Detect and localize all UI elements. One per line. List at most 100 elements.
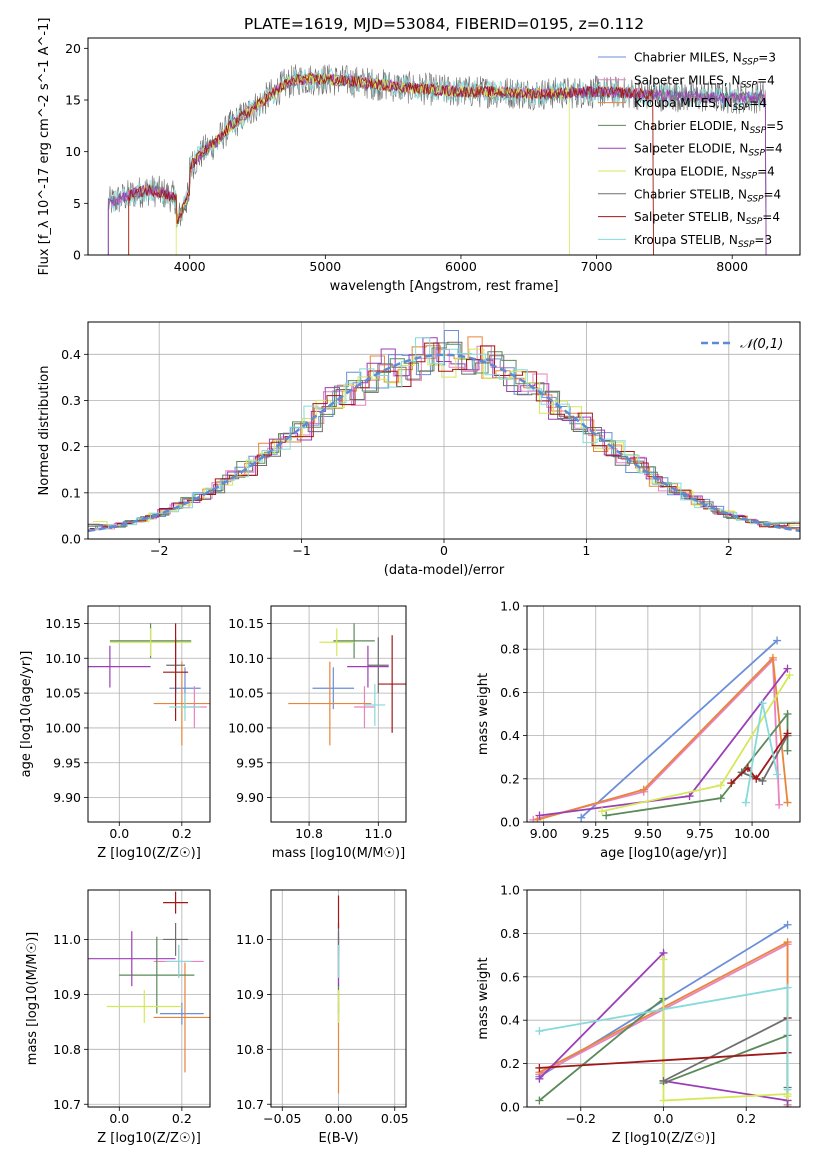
axes-frame: 4000 5000 6000 7000 8000 0 5 10 15 20 wavelength […	[37, 18, 801, 294]
x-tick-label: −1	[292, 543, 310, 558]
y-tick-label: 10.7	[236, 1097, 264, 1112]
x-tick-label: 7000	[581, 259, 613, 274]
x-tick-label: 1	[582, 543, 590, 558]
y-tick-label: 0.2	[61, 439, 81, 454]
y-tick-label: 9.90	[53, 790, 81, 805]
axes-box	[87, 889, 211, 1108]
x-axis-label: Z [log10(Z/Z☉)]	[612, 1131, 716, 1146]
panel-residuals: −2 −1 0 1 2 0.0 0.1 0.2 0.3 0.4 (data-model)/error…	[37, 321, 801, 578]
series-marker	[758, 699, 767, 708]
series-marker	[659, 955, 668, 964]
y-tick-label: 10.05	[228, 686, 264, 701]
x-axis-label: Z [log10(Z/Z☉)]	[97, 846, 201, 861]
y-tick-label: 0.6	[500, 969, 520, 984]
x-tick-label: −2	[150, 543, 168, 558]
series-marker	[659, 1076, 668, 1085]
errorbar-point	[319, 628, 355, 657]
series-marker	[783, 746, 792, 755]
y-tick-label: 10.9	[53, 987, 81, 1002]
series-marker	[783, 920, 792, 929]
series-line-salpeter-miles	[533, 657, 781, 821]
y-tick-label: 0.4	[61, 347, 81, 362]
axes-frame: 10.8 11.0 9.90 9.95 10.00 10.05 10.10 10.15 mass…	[228, 605, 407, 861]
series-marker	[783, 664, 792, 673]
y-tick-label: 1.0	[500, 883, 520, 898]
errorbar-point	[378, 635, 406, 733]
y-tick-label: 0.2	[500, 1056, 520, 1071]
y-tick-label: 10.9	[236, 987, 264, 1002]
y-tick-label: 0	[73, 248, 81, 263]
series-line-chabrier-stelib	[663, 1016, 789, 1088]
y-tick-label: 0.0	[500, 1100, 520, 1115]
errorbar-point	[153, 962, 210, 1073]
panel-mass_vs_Z: 0.0 0.2 10.7 10.8 10.9 11.0 Z [log10(Z/Z☉)] mas…	[25, 889, 211, 1146]
plot-area-residuals	[88, 330, 800, 533]
legend-label: Chabrier MILES, NSSP=3	[634, 51, 776, 68]
y-axis-label: age [log10(age/yr)]	[19, 651, 34, 778]
legend-label: Salpeter ELODIE, NSSP=4	[634, 142, 783, 159]
x-tick-label: 9.00	[530, 826, 558, 841]
series-marker	[741, 798, 750, 807]
y-tick-label: 0.4	[500, 728, 520, 743]
errorbar-point	[106, 989, 182, 1023]
y-tick-label: 1.0	[500, 599, 520, 614]
series-marker	[758, 776, 767, 785]
series-marker	[535, 1074, 544, 1083]
y-tick-label: 10	[65, 144, 81, 159]
legend-label: 𝒩(0,1)	[740, 337, 783, 352]
y-axis-label: mass weight	[476, 957, 491, 1039]
errorbar-point	[119, 936, 195, 1014]
series-marker	[535, 1027, 544, 1036]
errorbar-point	[163, 623, 189, 721]
series-marker	[716, 781, 725, 790]
legend-label: Kroupa STELIB, NSSP=3	[634, 233, 772, 250]
x-tick-label: −0.05	[263, 1111, 301, 1126]
series-marker	[785, 671, 794, 680]
axes-frame: −0.2 0.0 0.2 0.0 0.2 0.4 0.6 0.8 1.0 Z [log10(Z/Z…	[476, 883, 801, 1146]
panel-spectrum: 4000 5000 6000 7000 8000 0 5 10 15 20 wavelength […	[37, 18, 801, 294]
series-marker	[783, 729, 792, 738]
y-tick-label: 9.95	[53, 755, 81, 770]
series-marker	[783, 983, 792, 992]
y-tick-label: 15	[65, 93, 81, 108]
x-tick-label: 2	[725, 543, 733, 558]
x-axis-label: age [log10(age/yr)]	[600, 846, 727, 861]
errorbar-point	[88, 645, 151, 688]
x-tick-label: 9.75	[686, 826, 714, 841]
y-tick-label: 11.0	[53, 932, 81, 947]
x-tick-label: 4000	[174, 259, 206, 274]
series-line-kroupa-elodie	[662, 959, 789, 1102]
errorbar-point	[166, 944, 192, 978]
plot-area-mass_weight_vs_age	[529, 636, 794, 822]
y-tick-label: 0.6	[500, 685, 520, 700]
y-tick-label: 10.05	[45, 686, 81, 701]
x-axis-label: (data-model)/error	[384, 563, 505, 578]
x-tick-label: 0	[440, 543, 448, 558]
series-marker	[773, 636, 782, 645]
errorbar-point	[347, 645, 389, 688]
series-line-salpeter-stelib	[730, 732, 789, 784]
histogram-salpeter-stelib	[89, 342, 800, 529]
y-tick-label: 0.0	[61, 532, 81, 547]
x-tick-label: −0.2	[566, 1111, 596, 1126]
errorbar-point	[333, 623, 375, 659]
errorbar-point	[163, 922, 189, 956]
x-tick-label: 0.0	[109, 826, 129, 841]
series-line-chabrier-miles	[580, 639, 778, 819]
errorbar-point	[163, 891, 189, 914]
errorbar-point	[109, 628, 192, 657]
legend-label: Kroupa ELODIE, NSSP=4	[634, 165, 775, 182]
x-axis-label: wavelength [Angstrom, rest frame]	[330, 279, 559, 294]
series-line-salpeter-elodie	[539, 668, 789, 817]
y-tick-label: 20	[65, 41, 81, 56]
x-tick-label: 9.25	[582, 826, 610, 841]
axes-box	[270, 605, 407, 823]
series-marker	[602, 811, 611, 820]
x-tick-label: 5000	[309, 259, 341, 274]
x-axis-label: mass [log10(M/M☉)]	[272, 846, 405, 861]
legend: 𝒩(0,1)	[701, 337, 783, 352]
series-marker	[535, 1096, 544, 1105]
x-tick-label: 0.2	[172, 826, 192, 841]
y-tick-label: 5	[73, 196, 81, 211]
legend-label: Salpeter MILES, NSSP=4	[634, 73, 775, 90]
